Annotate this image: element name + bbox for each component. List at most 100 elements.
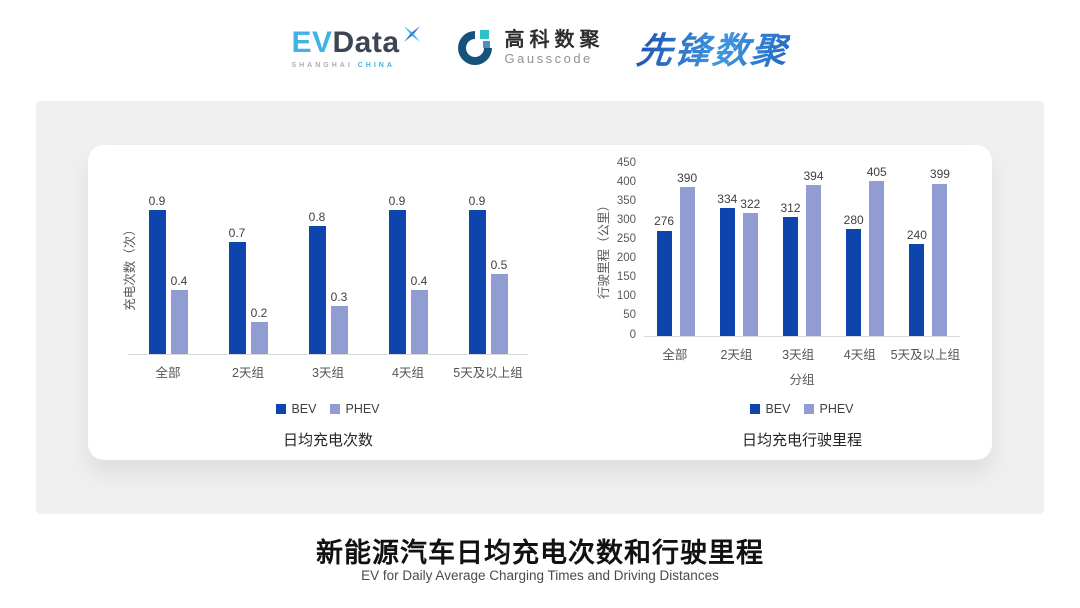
category-label: 5天及以上组	[453, 366, 523, 380]
legend-swatch-phev	[804, 404, 815, 414]
evdata-sub-china: CHINA	[357, 61, 395, 69]
legend-item: BEV	[750, 402, 790, 416]
content-panel: 充电次数（次） 0.9 0.4 0.7 0.2 0.8 0.3 0.9 0.4 0.9 0.5 全部 2…	[36, 101, 1044, 514]
bar-value-label: 0.4	[170, 273, 188, 288]
legend-swatch-bev	[750, 404, 761, 414]
bar-phev	[806, 185, 822, 336]
bar-phev	[869, 181, 885, 336]
bar-bev-wrap: 0.9	[148, 193, 166, 354]
bar-phev-wrap: 0.4	[170, 273, 188, 354]
evdata-subtitle: SHANGHAI CHINA	[291, 62, 421, 69]
chart-charging-times: 充电次数（次） 0.9 0.4 0.7 0.2 0.8 0.3 0.9 0.4 0.9 0.5 全部 2…	[123, 161, 528, 450]
bar-value-label: 0.8	[308, 209, 326, 224]
legend-label: BEV	[291, 402, 317, 416]
bar-bev-wrap: 280	[843, 212, 864, 336]
bar-pair: 0.9 0.4	[388, 193, 428, 354]
bar-value-label: 0.9	[468, 193, 486, 208]
bar-group: 240 399	[897, 168, 960, 336]
bar-pair: 240 399	[907, 168, 950, 336]
y-tick-label: 0	[629, 328, 636, 341]
bar-group: 0.9 0.4	[128, 193, 208, 354]
legend-item: BEV	[276, 402, 316, 416]
bar-phev	[250, 322, 268, 354]
bar-phev	[170, 290, 188, 354]
bar-value-label: 280	[843, 212, 864, 227]
bar-bev	[308, 226, 326, 354]
category-axis: 全部 2天组 3天组 4天组 5天及以上组	[128, 362, 528, 381]
gausscode-logo: 高科数聚 Gausscode	[454, 27, 605, 69]
bar-bev-wrap: 0.9	[388, 193, 406, 354]
bar-value-label: 399	[929, 167, 950, 182]
bar-bev	[388, 210, 406, 354]
category-label: 4天组	[392, 366, 424, 380]
evdata-logo: EV Data SHANGHAI CHINA	[291, 25, 421, 69]
legend-label: PHEV	[345, 402, 380, 416]
bar-phev	[679, 186, 695, 336]
bar-pair: 312 394	[780, 170, 824, 336]
bar-group: 0.7 0.2	[208, 225, 288, 354]
evdata-data-text: Data	[332, 25, 400, 59]
bar-pair: 0.9 0.4	[148, 193, 188, 354]
bar-group: 0.9 0.4	[368, 193, 448, 354]
bar-bev-wrap: 0.8	[308, 209, 326, 354]
chart-driving-distance: 行驶里程（公里） 0 50 100 150 200 250 300 350 400 450 276 39…	[597, 155, 960, 450]
bar-bev	[228, 242, 246, 354]
bar-bev	[782, 216, 798, 336]
gausscode-g-icon	[457, 30, 492, 65]
legend-item: PHEV	[330, 402, 380, 416]
bar-pair: 0.9 0.5	[468, 193, 508, 354]
category-label: 2天组	[720, 348, 753, 362]
bar-bev	[909, 244, 925, 336]
category-axis: 全部 2天组 3天组 4天组 5天及以上组	[644, 344, 960, 363]
bar-phev-wrap: 399	[930, 168, 950, 336]
y-tick-label: 400	[616, 175, 636, 188]
bar-bev-wrap: 312	[780, 200, 801, 336]
chart-title: 日均充电次数	[282, 432, 373, 449]
plot-area: 0.9 0.4 0.7 0.2 0.8 0.3 0.9 0.4 0.9 0.5	[128, 179, 528, 355]
y-tick-label: 350	[616, 194, 636, 207]
y-tick-label: 50	[623, 309, 636, 322]
gausscode-en-text: Gausscode	[504, 51, 593, 67]
bar-bev	[148, 210, 166, 354]
evdata-wordmark: EV Data	[291, 25, 421, 59]
y-axis-ticks: 0 50 100 150 200 250 300 350 400 450	[604, 157, 636, 340]
bar-bev-wrap: 240	[907, 228, 927, 336]
bar-phev	[742, 212, 758, 336]
bar-value-label: 0.9	[388, 193, 406, 208]
chart-title: 日均充电行驶里程	[741, 432, 862, 449]
evdata-sub-shanghai: SHANGHAI	[291, 61, 353, 69]
x-axis-label: 分组	[789, 373, 815, 387]
bar-phev-wrap: 390	[677, 170, 698, 336]
evdata-x-icon	[403, 25, 420, 42]
bar-pair: 334 322	[717, 192, 760, 336]
header-logos: EV Data SHANGHAI CHINA 高科数聚 Gausscode 先锋数…	[0, 16, 1080, 80]
legend-swatch-bev	[276, 404, 287, 414]
y-tick-label: 250	[616, 232, 636, 245]
pioneer-logo: 先锋数聚	[634, 22, 791, 74]
bar-value-label: 312	[780, 200, 801, 215]
bar-pair: 276 390	[654, 170, 698, 336]
bar-bev	[846, 228, 862, 336]
legend-label: PHEV	[819, 402, 854, 416]
bar-phev-wrap: 0.3	[330, 290, 348, 354]
y-tick-label: 200	[616, 252, 636, 265]
bar-bev-wrap: 0.7	[228, 225, 246, 354]
bar-group: 0.9 0.5	[448, 193, 528, 354]
category-label: 3天组	[782, 348, 815, 362]
bar-bev	[719, 208, 735, 336]
chart-card: 充电次数（次） 0.9 0.4 0.7 0.2 0.8 0.3 0.9 0.4 0.9 0.5 全部 2…	[88, 145, 992, 460]
page-title: 新能源汽车日均充电次数和行驶里程	[316, 538, 764, 568]
bar-phev	[410, 290, 428, 354]
legend-swatch-phev	[330, 404, 341, 414]
category-label: 2天组	[232, 366, 264, 380]
category-label: 全部	[662, 348, 688, 362]
bar-pair: 0.8 0.3	[308, 209, 348, 354]
bar-phev-wrap: 322	[740, 197, 760, 336]
bar-phev-wrap: 0.5	[490, 258, 508, 354]
spacer	[128, 381, 528, 402]
bar-value-label: 0.9	[148, 193, 166, 208]
bar-phev-wrap: 0.2	[250, 306, 268, 354]
bar-phev-wrap: 394	[804, 170, 824, 336]
bar-value-label: 0.7	[228, 225, 246, 240]
bar-value-label: 390	[677, 170, 698, 185]
